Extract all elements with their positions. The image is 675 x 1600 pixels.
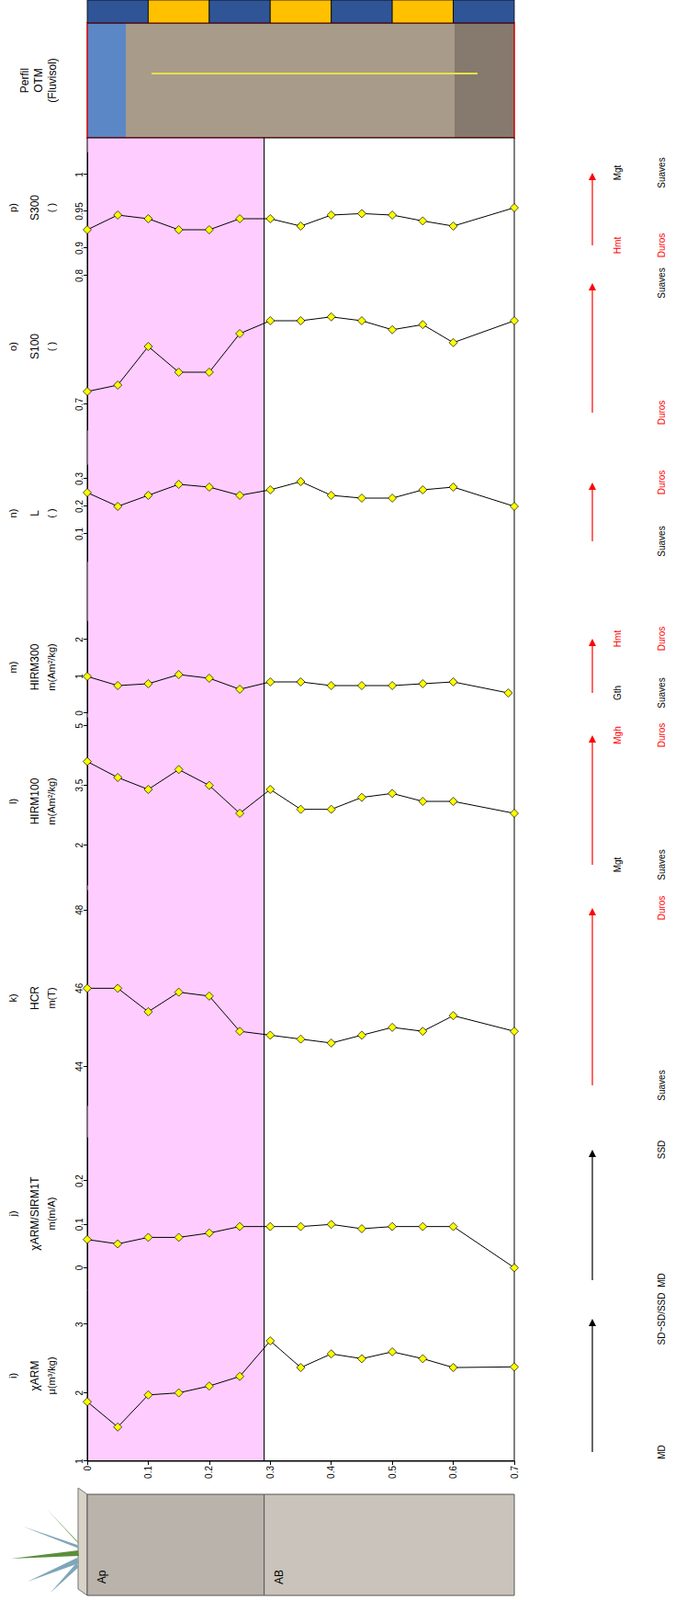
svg-text:m(T): m(T) bbox=[45, 986, 57, 1008]
svg-text:Ap: Ap bbox=[95, 1568, 109, 1583]
svg-text:MD: MD bbox=[656, 1443, 667, 1459]
svg-text:1: 1 bbox=[74, 171, 85, 178]
svg-text:Mgt: Mgt bbox=[612, 164, 623, 180]
svg-text:i): i) bbox=[7, 1372, 19, 1378]
svg-text:HIRM100: HIRM100 bbox=[28, 776, 42, 824]
svg-text:0: 0 bbox=[74, 709, 85, 716]
svg-text:Duros: Duros bbox=[656, 400, 667, 426]
svg-text:HCR: HCR bbox=[28, 985, 42, 1010]
svg-text:S100: S100 bbox=[28, 333, 42, 360]
svg-text:Perfil: Perfil bbox=[18, 67, 32, 93]
svg-text:Hmt: Hmt bbox=[612, 236, 623, 255]
svg-text:0.2: 0.2 bbox=[74, 1173, 85, 1187]
svg-text:0.3: 0.3 bbox=[74, 472, 85, 485]
svg-text:0.95: 0.95 bbox=[74, 202, 85, 221]
svg-text:1: 1 bbox=[74, 1457, 85, 1463]
svg-text:0.5: 0.5 bbox=[387, 1464, 398, 1478]
svg-text:k): k) bbox=[7, 992, 19, 1002]
svg-text:Mgt: Mgt bbox=[612, 855, 623, 872]
svg-text:44: 44 bbox=[74, 1059, 85, 1071]
svg-text:μ(m³/kg): μ(m³/kg) bbox=[45, 1355, 57, 1394]
svg-text:0.7: 0.7 bbox=[509, 1464, 520, 1478]
svg-text:χARM: χARM bbox=[28, 1360, 42, 1391]
svg-text:0.2: 0.2 bbox=[203, 1464, 214, 1478]
svg-text:Gth: Gth bbox=[612, 685, 623, 700]
svg-text:0.7: 0.7 bbox=[74, 397, 85, 411]
svg-text:5: 5 bbox=[74, 721, 85, 728]
svg-text:0.1: 0.1 bbox=[74, 1216, 85, 1230]
svg-text:Duros: Duros bbox=[656, 895, 667, 921]
svg-text:Suaves: Suaves bbox=[656, 676, 667, 708]
svg-text:46: 46 bbox=[74, 981, 85, 993]
svg-text:m(Am²/kg): m(Am²/kg) bbox=[45, 776, 57, 824]
svg-text:l): l) bbox=[7, 798, 19, 804]
svg-text:n): n) bbox=[7, 508, 19, 518]
svg-text:3: 3 bbox=[74, 1320, 85, 1327]
svg-text:( ): ( ) bbox=[45, 507, 57, 518]
svg-text:j): j) bbox=[7, 1209, 19, 1216]
svg-text:MD: MD bbox=[656, 1271, 667, 1287]
svg-text:Suaves: Suaves bbox=[656, 1068, 667, 1100]
svg-text:Hmt: Hmt bbox=[612, 630, 623, 648]
svg-text:SD~SD/SSD: SD~SD/SSD bbox=[656, 1292, 667, 1345]
svg-text:0: 0 bbox=[82, 1464, 93, 1471]
svg-text:(Fluvisol): (Fluvisol) bbox=[45, 57, 59, 103]
svg-text:OTM: OTM bbox=[32, 67, 45, 93]
svg-text:0.2: 0.2 bbox=[74, 499, 85, 513]
svg-text:m(m/A): m(m/A) bbox=[45, 1195, 57, 1229]
svg-text:Suaves: Suaves bbox=[656, 525, 667, 556]
svg-text:( ): ( ) bbox=[45, 202, 57, 213]
svg-text:p): p) bbox=[7, 202, 19, 213]
svg-text:0.8: 0.8 bbox=[74, 269, 85, 282]
svg-text:48: 48 bbox=[74, 903, 85, 915]
svg-text:1: 1 bbox=[74, 673, 85, 679]
svg-text:m(Am²/kg): m(Am²/kg) bbox=[45, 642, 57, 690]
svg-text:2: 2 bbox=[74, 841, 85, 847]
svg-text:AB: AB bbox=[272, 1568, 286, 1584]
svg-text:Suaves: Suaves bbox=[656, 267, 667, 298]
svg-text:0.6: 0.6 bbox=[448, 1464, 459, 1478]
svg-text:2: 2 bbox=[74, 1388, 85, 1395]
svg-text:2: 2 bbox=[74, 636, 85, 642]
svg-text:HIRM300: HIRM300 bbox=[28, 642, 42, 690]
svg-text:SSD: SSD bbox=[656, 1139, 667, 1159]
svg-text:Duros: Duros bbox=[656, 470, 667, 495]
svg-text:0.1: 0.1 bbox=[74, 527, 85, 540]
svg-text:Duros: Duros bbox=[656, 233, 667, 259]
svg-text:Duros: Duros bbox=[656, 626, 667, 652]
svg-text:0.4: 0.4 bbox=[326, 1464, 337, 1478]
svg-text:o): o) bbox=[7, 341, 19, 351]
svg-text:χARM/SIRM1T: χARM/SIRM1T bbox=[28, 1175, 42, 1250]
svg-text:Suaves: Suaves bbox=[656, 157, 667, 188]
svg-text:3.5: 3.5 bbox=[74, 777, 85, 791]
svg-text:( ): ( ) bbox=[45, 341, 57, 351]
svg-text:0.3: 0.3 bbox=[265, 1464, 276, 1478]
svg-text:0: 0 bbox=[74, 1263, 85, 1270]
svg-text:m): m) bbox=[7, 661, 19, 674]
svg-text:0.9: 0.9 bbox=[74, 241, 85, 255]
svg-text:L: L bbox=[28, 509, 42, 517]
svg-text:Duros: Duros bbox=[656, 722, 667, 748]
svg-text:S300: S300 bbox=[28, 194, 42, 221]
svg-text:0.1: 0.1 bbox=[143, 1464, 154, 1478]
svg-text:Mgh: Mgh bbox=[612, 725, 623, 743]
svg-text:Suaves: Suaves bbox=[656, 848, 667, 879]
